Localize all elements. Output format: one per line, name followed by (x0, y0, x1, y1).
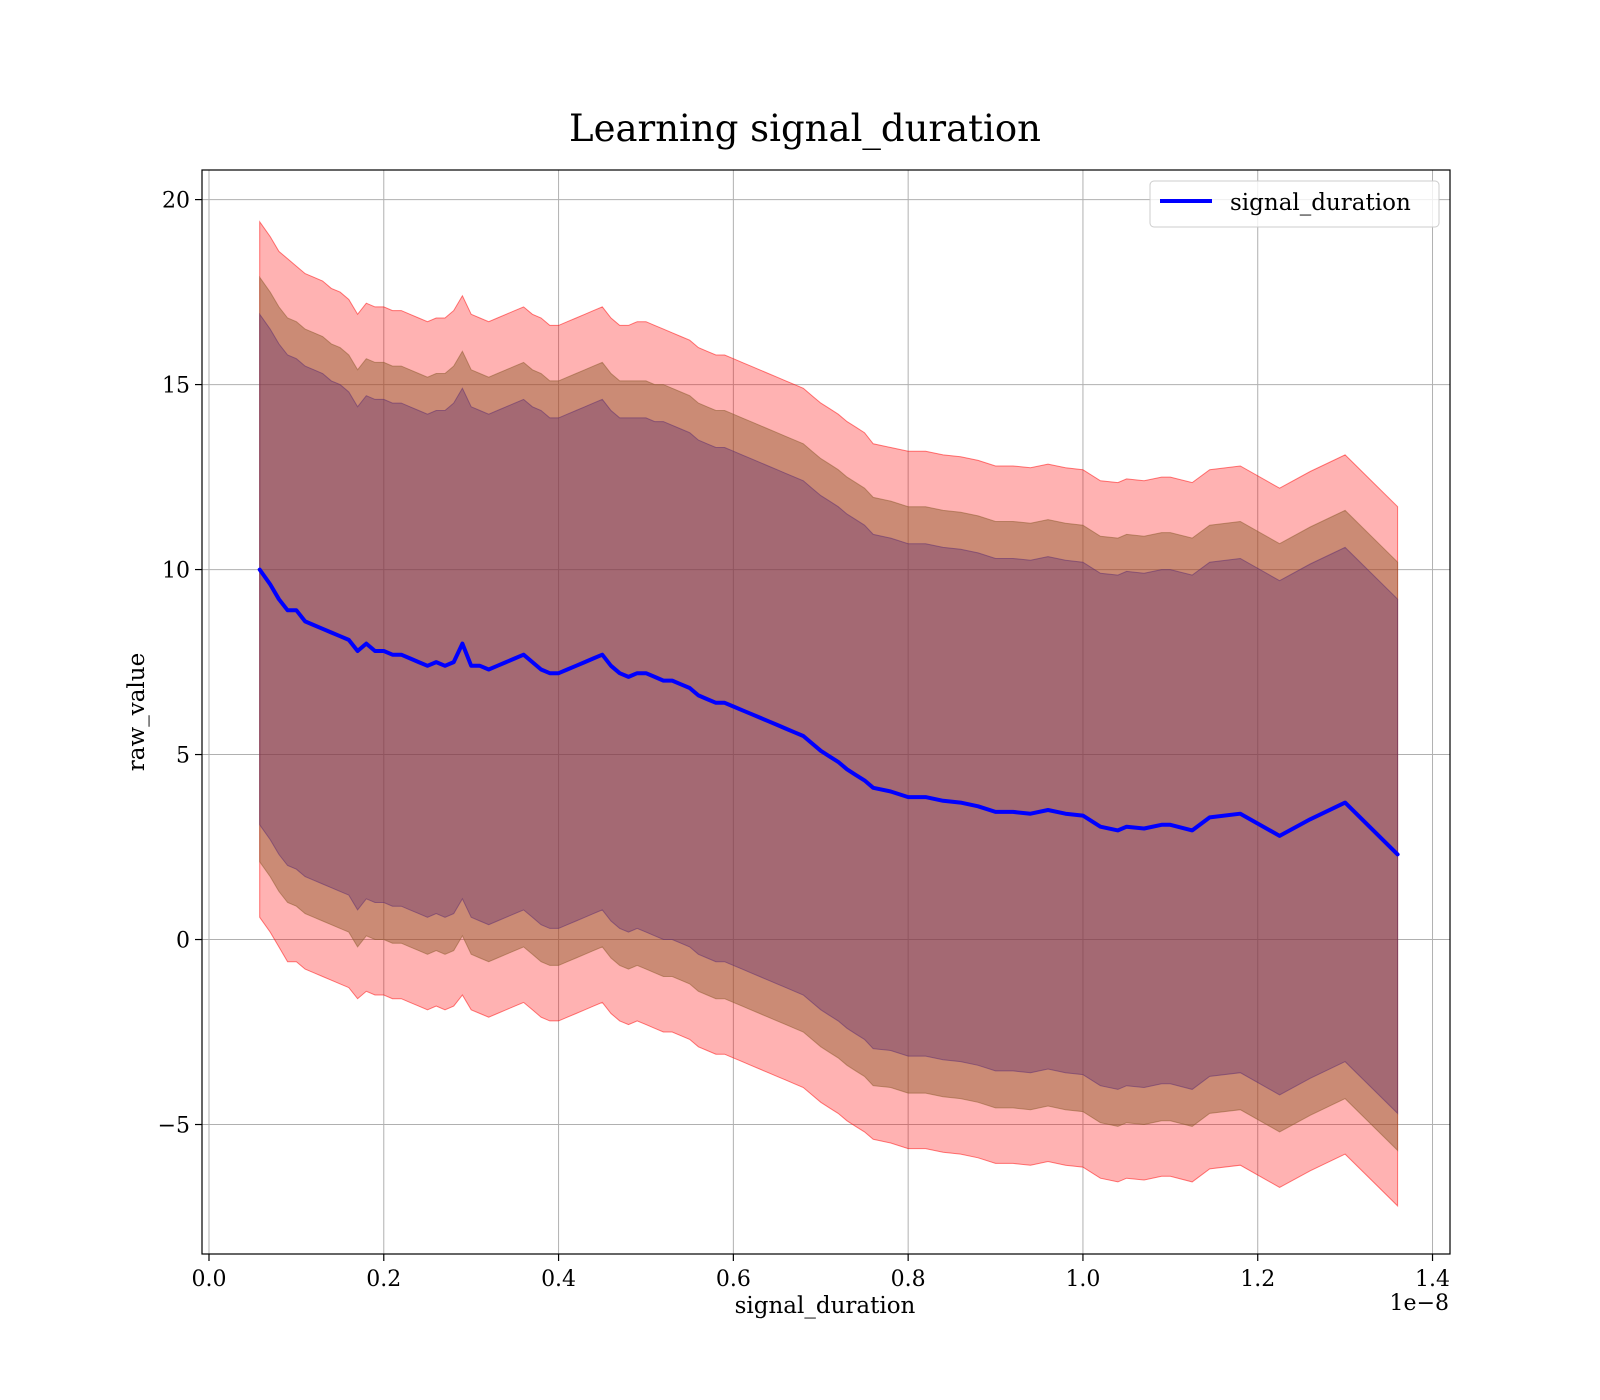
band-outer (259, 220, 1399, 1208)
plot-area (202, 170, 1450, 1254)
y-tick-label: −5 (158, 1114, 190, 1139)
x-tick-label: 0.4 (541, 1267, 576, 1292)
plot-frame (201, 169, 1451, 1255)
y-tick-label: 20 (162, 189, 190, 214)
series-lines (257, 567, 1400, 857)
x-tick-label: 0.6 (716, 1267, 751, 1292)
y-tick-label: 0 (176, 929, 190, 954)
x-axis-ticks: 0.0 0.2 0.4 0.6 0.8 1.0 1.2 1.4 (191, 1254, 1450, 1292)
legend[interactable]: signal_duration (1149, 180, 1440, 228)
x-axis-offset-text: 1e−8 (1390, 1291, 1449, 1316)
x-tick-label: 0.2 (366, 1267, 401, 1292)
x-tick-label: 0.0 (191, 1267, 226, 1292)
y-axis-label: raw_value (124, 653, 150, 771)
x-tick-label: 1.2 (1240, 1267, 1275, 1292)
y-tick-label: 15 (162, 374, 190, 399)
x-tick-label: 1.4 (1415, 1267, 1450, 1292)
series-line (257, 567, 1400, 857)
x-axis-label: signal_duration (735, 1293, 916, 1319)
band-inner (259, 312, 1399, 1115)
y-axis-ticks: −5 0 5 10 15 20 (158, 189, 202, 1139)
y-tick-label: 5 (176, 744, 190, 769)
chart-title: Learning signal_duration (569, 107, 1041, 151)
confidence-bands (259, 220, 1399, 1208)
legend-box (1149, 180, 1440, 228)
legend-label: signal_duration (1230, 190, 1411, 216)
band-middle (259, 275, 1399, 1152)
y-tick-label: 10 (162, 559, 190, 584)
x-tick-label: 1.0 (1065, 1267, 1100, 1292)
x-tick-label: 0.8 (891, 1267, 926, 1292)
